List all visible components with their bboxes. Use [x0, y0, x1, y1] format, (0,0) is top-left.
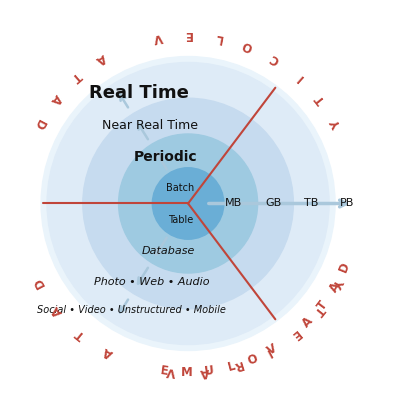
Circle shape [47, 63, 329, 344]
Text: E: E [288, 326, 302, 341]
Text: O: O [245, 352, 260, 368]
Text: D: D [31, 276, 47, 290]
Text: T: T [315, 298, 330, 313]
Text: V: V [166, 365, 177, 379]
Text: Batch: Batch [166, 183, 194, 193]
Text: Social • Video • Unstructured • Mobile: Social • Video • Unstructured • Mobile [37, 306, 226, 315]
Text: D: D [31, 117, 47, 131]
Text: Database: Database [141, 246, 194, 256]
Text: O: O [241, 38, 255, 53]
Text: A: A [48, 91, 64, 106]
Text: T: T [69, 69, 84, 84]
Text: Periodic: Periodic [134, 150, 197, 164]
Text: U: U [204, 364, 215, 378]
Circle shape [83, 98, 293, 309]
Text: A: A [50, 303, 65, 318]
Text: Y: Y [330, 276, 345, 289]
Text: A: A [200, 365, 210, 379]
Text: R: R [231, 357, 244, 372]
Circle shape [41, 57, 335, 350]
Circle shape [152, 168, 224, 239]
Text: C: C [268, 51, 282, 67]
Text: D: D [337, 260, 352, 274]
Text: T: T [313, 92, 328, 106]
Circle shape [118, 134, 258, 273]
Text: M: M [181, 366, 193, 379]
Text: T: T [74, 326, 88, 341]
Text: TB: TB [304, 199, 318, 208]
Text: MB: MB [225, 199, 242, 208]
Text: I: I [263, 346, 273, 359]
Text: GB: GB [265, 199, 282, 208]
Text: E: E [184, 28, 192, 41]
Text: V: V [152, 30, 164, 45]
Text: A: A [327, 280, 343, 294]
Text: PB: PB [340, 199, 354, 208]
Text: E: E [160, 364, 170, 378]
Text: Real Time: Real Time [89, 84, 189, 102]
Text: A: A [94, 51, 108, 67]
Text: A: A [300, 315, 316, 330]
Text: T: T [311, 303, 326, 317]
Text: I: I [294, 70, 306, 83]
Text: Photo • Web • Audio: Photo • Web • Audio [94, 277, 209, 287]
Text: Y: Y [330, 118, 345, 131]
Text: Table: Table [168, 215, 194, 225]
Text: V: V [265, 342, 280, 358]
Text: A: A [101, 344, 116, 360]
Text: L: L [214, 31, 223, 44]
Text: Near Real Time: Near Real Time [102, 119, 198, 132]
Text: L: L [226, 359, 236, 374]
